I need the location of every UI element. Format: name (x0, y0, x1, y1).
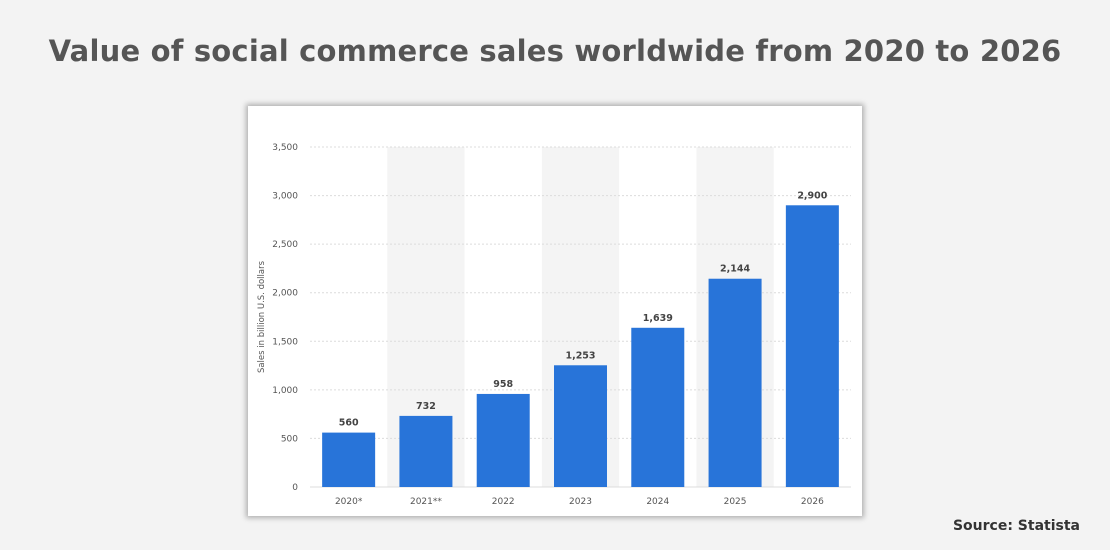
bar (554, 365, 607, 487)
bar (708, 278, 762, 487)
bar-value-label: 1,639 (643, 313, 673, 324)
page-title: Value of social commerce sales worldwide… (48, 34, 1062, 68)
bar (399, 415, 453, 487)
bar (785, 205, 839, 487)
bar-value-label: 1,253 (565, 350, 595, 361)
bar-chart: 0 500 1,000 1,500 2,000 2,500 3,000 3,500 560 73… (257, 143, 851, 507)
y-tick-label: 500 (281, 434, 298, 444)
bar (631, 327, 685, 487)
y-tick-label: 1,000 (272, 386, 298, 396)
x-tick-label: 2023 (569, 497, 592, 507)
source-note: Source: Statista (952, 518, 1080, 534)
x-axis-tick-labels: 2020* 2021** 2022 2023 2024 2025 2026 (335, 497, 824, 507)
bar (322, 432, 376, 487)
x-tick-label: 2026 (801, 497, 824, 507)
chart-card: 0 500 1,000 1,500 2,000 2,500 3,000 3,500 560 73… (248, 106, 862, 516)
bar-value-label: 560 (339, 418, 359, 429)
y-tick-label: 2,500 (272, 240, 298, 250)
x-tick-label: 2020* (335, 497, 363, 507)
bar-value-label: 958 (493, 379, 513, 390)
bar-value-label: 2,900 (797, 190, 827, 201)
y-axis-tick-labels: 0 500 1,000 1,500 2,000 2,500 3,000 3,500 (272, 143, 298, 493)
y-tick-label: 1,500 (272, 337, 298, 347)
bar-value-label: 2,144 (720, 264, 750, 275)
y-tick-label: 3,500 (272, 143, 298, 153)
x-tick-label: 2022 (492, 497, 515, 507)
y-tick-label: 2,000 (272, 289, 298, 299)
bar-value-label: 732 (416, 401, 436, 412)
x-tick-label: 2021** (410, 497, 442, 507)
bars (322, 205, 839, 487)
y-tick-label: 0 (292, 483, 298, 493)
bar-value-labels: 560 732 958 1,253 1,639 2,144 2,900 (339, 190, 828, 428)
y-axis-label: Sales in billion U.S. dollars (257, 260, 267, 373)
x-tick-label: 2025 (724, 497, 747, 507)
bar (476, 393, 530, 487)
x-tick-label: 2024 (646, 497, 669, 507)
y-tick-label: 3,000 (272, 192, 298, 202)
